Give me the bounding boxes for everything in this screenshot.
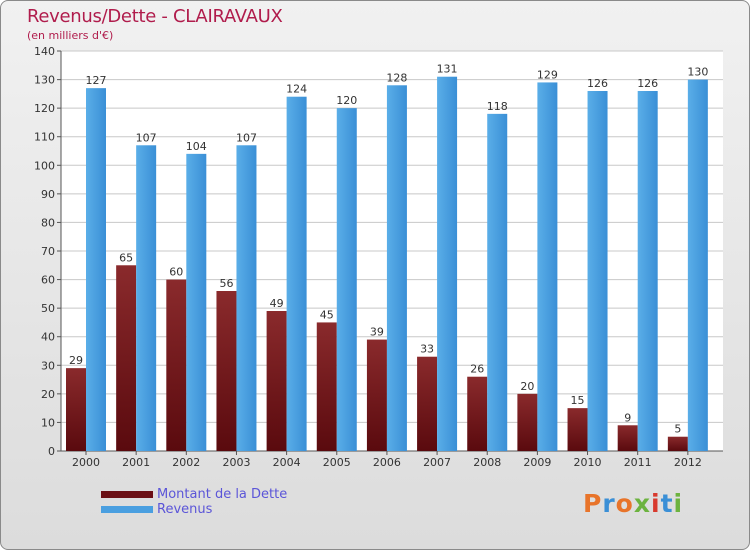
x-tick-label: 2012 (674, 456, 702, 469)
legend-label-dette: Montant de la Dette (157, 487, 288, 502)
data-label-revenus: 128 (386, 71, 407, 84)
bar-revenus (286, 96, 307, 451)
bar-dette (567, 408, 588, 451)
bar-dette (417, 356, 438, 451)
bar-revenus (687, 79, 708, 452)
x-tick-label: 2009 (523, 456, 551, 469)
logo-letter: o (615, 489, 634, 518)
data-label-revenus: 130 (687, 66, 708, 79)
legend-swatch-revenus (101, 506, 153, 513)
bar-revenus (587, 91, 608, 451)
legend-item-dette: Montant de la Dette (101, 487, 287, 502)
x-tick-label: 2000 (72, 456, 100, 469)
data-label-revenus: 126 (587, 77, 608, 90)
bar-dette (366, 339, 387, 451)
y-tick-label: 140 (34, 45, 55, 58)
data-label-revenus: 131 (437, 63, 458, 76)
logo-letter: i (651, 489, 661, 518)
data-label-dette: 29 (69, 354, 83, 367)
y-tick-label: 20 (41, 388, 55, 401)
bar-dette (216, 291, 237, 451)
data-label-dette: 39 (370, 326, 384, 339)
chart-title: Revenus/Dette - CLAIRAVAUX (27, 6, 283, 27)
data-label-dette: 9 (624, 411, 631, 424)
x-tick-label: 2011 (624, 456, 652, 469)
bar-revenus (86, 88, 106, 452)
bar-dette (467, 376, 488, 451)
data-label-revenus: 118 (487, 100, 508, 113)
y-tick-label: 30 (41, 359, 55, 372)
bar-revenus (386, 85, 407, 452)
bar-revenus (637, 91, 658, 451)
y-tick-label: 120 (34, 102, 55, 115)
logo-letter: x (633, 489, 651, 518)
data-label-revenus: 127 (86, 74, 107, 87)
x-tick-label: 2005 (323, 456, 351, 469)
proxiti-logo: Proxiti (583, 489, 683, 518)
data-label-dette: 60 (169, 266, 183, 279)
x-tick-label: 2004 (273, 456, 301, 469)
data-label-revenus: 120 (336, 94, 357, 107)
data-label-revenus: 104 (186, 140, 207, 153)
bar-dette (667, 436, 688, 451)
legend-swatch-dette (101, 491, 153, 498)
x-tick-label: 2003 (222, 456, 250, 469)
logo-letter: i (673, 489, 684, 518)
bar-revenus (186, 153, 207, 451)
y-tick-label: 70 (41, 245, 55, 258)
data-label-revenus: 107 (136, 131, 157, 144)
x-tick-label: 2010 (574, 456, 602, 469)
bar-dette (166, 279, 187, 451)
data-label-revenus: 124 (286, 83, 307, 96)
y-tick-label: 40 (41, 331, 55, 344)
x-tick-label: 2006 (373, 456, 401, 469)
data-label-dette: 65 (119, 251, 133, 264)
x-tick-label: 2001 (122, 456, 150, 469)
y-tick-label: 110 (34, 131, 55, 144)
x-tick-label: 2007 (423, 456, 451, 469)
logo-letter: P (583, 489, 603, 518)
x-tick-label: 2002 (172, 456, 200, 469)
y-tick-label: 100 (34, 159, 55, 172)
data-label-dette: 56 (219, 277, 233, 290)
data-label-dette: 33 (420, 343, 434, 356)
data-label-revenus: 107 (236, 131, 257, 144)
bar-dette (617, 425, 638, 451)
y-tick-label: 130 (34, 74, 55, 87)
data-label-dette: 5 (674, 423, 681, 436)
logo-letter: r (602, 489, 616, 518)
y-tick-label: 60 (41, 274, 55, 287)
data-label-dette: 45 (320, 308, 334, 321)
y-tick-label: 90 (41, 188, 55, 201)
data-label-dette: 49 (270, 297, 284, 310)
bar-dette (66, 368, 86, 451)
logo-letter: t (660, 489, 674, 518)
y-tick-label: 10 (41, 416, 55, 429)
y-tick-label: 0 (48, 445, 55, 458)
data-label-revenus: 129 (537, 68, 558, 81)
bar-dette (517, 393, 538, 451)
bar-revenus (437, 76, 458, 451)
bar-revenus (336, 108, 357, 452)
bar-dette (266, 311, 287, 451)
legend-label-revenus: Revenus (157, 502, 213, 517)
bar-revenus (236, 145, 257, 452)
y-tick-label: 80 (41, 216, 55, 229)
legend: Montant de la Dette Revenus (101, 487, 287, 517)
bar-revenus (537, 82, 558, 451)
bar-dette (116, 265, 137, 451)
data-label-dette: 26 (470, 363, 484, 376)
data-label-dette: 20 (520, 380, 534, 393)
y-tick-label: 50 (41, 302, 55, 315)
bar-dette (316, 322, 337, 451)
data-label-revenus: 126 (637, 77, 658, 90)
data-label-dette: 15 (571, 394, 585, 407)
chart-subtitle: (en milliers d'€) (27, 29, 114, 42)
bar-revenus (136, 145, 157, 452)
x-tick-label: 2008 (473, 456, 501, 469)
bar-revenus (487, 113, 508, 451)
legend-item-revenus: Revenus (101, 502, 287, 517)
